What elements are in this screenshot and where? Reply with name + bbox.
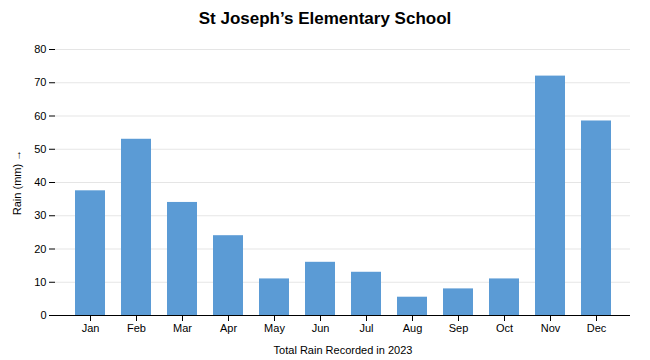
svg-text:Jun: Jun [312, 322, 330, 334]
svg-text:Aug: Aug [403, 322, 423, 334]
svg-text:10: 10 [34, 276, 46, 288]
svg-text:May: May [264, 322, 285, 334]
svg-text:80: 80 [34, 43, 46, 55]
svg-text:Oct: Oct [496, 322, 513, 334]
svg-text:Total Rain Recorded in 2023: Total Rain Recorded in 2023 [274, 344, 413, 356]
svg-text:70: 70 [34, 76, 46, 88]
svg-text:50: 50 [34, 143, 46, 155]
svg-text:30: 30 [34, 209, 46, 221]
svg-text:60: 60 [34, 110, 46, 122]
svg-text:40: 40 [34, 176, 46, 188]
svg-text:Mar: Mar [173, 322, 192, 334]
html-text:St Joseph’s Elementary School: St Joseph’s Elementary School [198, 9, 452, 28]
svg-text:Sep: Sep [449, 322, 469, 334]
svg-text:Feb: Feb [127, 322, 146, 334]
svg-text:Jul: Jul [359, 322, 373, 334]
svg-text:Apr: Apr [220, 322, 237, 334]
svg-text:Rain (mm) →: Rain (mm) → [11, 150, 23, 215]
svg-text:Jan: Jan [82, 322, 100, 334]
svg-text:0: 0 [40, 309, 46, 321]
svg-text:Dec: Dec [587, 322, 607, 334]
svg-text:20: 20 [34, 243, 46, 255]
svg-text:Nov: Nov [541, 322, 561, 334]
